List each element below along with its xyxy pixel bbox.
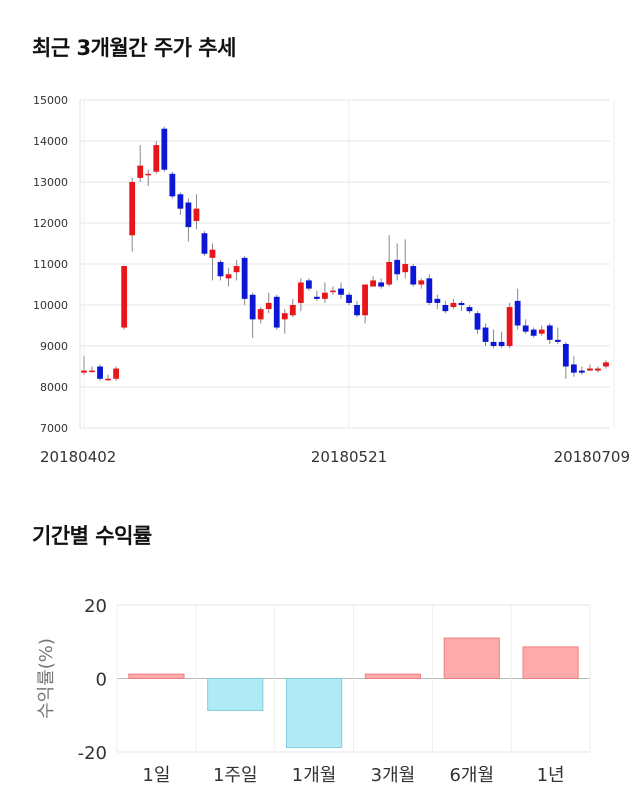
- return-bar: [364, 673, 422, 680]
- candle-body: [603, 362, 609, 367]
- candle-body: [522, 325, 529, 332]
- candle-body: [281, 313, 288, 320]
- candle-body: [506, 307, 513, 346]
- candle-body: [137, 165, 144, 178]
- candle-body: [153, 145, 160, 172]
- return-bar: [522, 646, 579, 680]
- candle-body: [579, 370, 585, 373]
- category-label: 1년: [537, 765, 565, 786]
- candle-body: [394, 259, 401, 275]
- candle-body: [265, 302, 272, 310]
- y-tick-label: 12000: [33, 217, 68, 230]
- candle-body: [121, 266, 128, 328]
- candle-body: [209, 249, 216, 258]
- candle-body: [305, 280, 312, 289]
- candle-body: [113, 368, 120, 379]
- y-tick-label: 20: [84, 596, 107, 617]
- candle-body: [129, 182, 136, 236]
- y-axis-label: 수익률(%): [36, 638, 57, 719]
- candle-body: [330, 290, 336, 293]
- candle-body: [530, 329, 537, 336]
- candle-body: [322, 292, 328, 299]
- category-label: 6개월: [449, 765, 494, 786]
- candle-body: [289, 305, 296, 316]
- candle-body: [145, 173, 152, 176]
- y-tick-label: 0: [96, 670, 107, 691]
- candle-body: [514, 300, 521, 326]
- return-bar: [285, 678, 343, 749]
- candle-body: [89, 370, 95, 373]
- candle-body: [595, 368, 601, 371]
- candle-body: [97, 366, 103, 379]
- candle-body: [410, 266, 417, 285]
- candle-body: [386, 261, 393, 285]
- period-return-title: 기간별 수익률: [32, 524, 152, 548]
- candle-body: [273, 296, 280, 328]
- candle-body: [466, 307, 473, 312]
- candle-body: [490, 341, 497, 346]
- candle-body: [338, 288, 344, 295]
- y-tick-label: 8000: [40, 381, 68, 394]
- return-bar: [443, 637, 500, 680]
- x-tick-label: 20180402: [40, 448, 116, 466]
- candle-body: [442, 305, 449, 312]
- candle-body: [378, 282, 385, 287]
- category-label: 1개월: [292, 765, 337, 786]
- candle-body: [354, 305, 360, 316]
- candle-body: [169, 173, 176, 197]
- x-tick-label: 20180709: [554, 448, 630, 466]
- category-label: 3개월: [371, 765, 416, 786]
- y-tick-label: 14000: [33, 135, 68, 148]
- y-tick-label: 13000: [33, 176, 68, 189]
- candle-body: [177, 194, 184, 209]
- candle-body: [570, 364, 577, 373]
- y-tick-label: 10000: [33, 299, 68, 312]
- candle-body: [434, 298, 441, 303]
- candle-body: [587, 368, 593, 371]
- candle-body: [161, 128, 168, 170]
- candle-body: [185, 202, 192, 228]
- y-tick-label: 15000: [33, 94, 68, 107]
- category-label: 1주일: [213, 765, 258, 786]
- candle-body: [249, 294, 256, 320]
- candle-body: [362, 284, 368, 316]
- category-label: 1일: [142, 765, 170, 786]
- candle-body: [257, 309, 264, 320]
- candle-body: [201, 233, 208, 254]
- candle-body: [193, 208, 200, 221]
- candle-body: [225, 274, 232, 279]
- candle-body: [498, 341, 505, 346]
- candle-body: [482, 327, 489, 342]
- price-trend-chart: 7000 8000 9000 10000 11000 12000 13000 14000 150…: [33, 94, 630, 466]
- candle-body: [562, 343, 569, 367]
- y-tick-label: 9000: [40, 340, 68, 353]
- candle-body: [538, 329, 545, 334]
- y-tick-label: 11000: [33, 258, 68, 271]
- candle-body: [370, 280, 376, 287]
- candle-body: [426, 278, 433, 303]
- candle-body: [346, 294, 352, 303]
- return-bar: [207, 678, 264, 711]
- y-tick-label: 7000: [40, 422, 68, 435]
- candle-body: [217, 261, 224, 277]
- candle-body: [81, 370, 87, 373]
- y-tick-label: -20: [78, 743, 107, 764]
- x-tick-label: 20180521: [311, 448, 387, 466]
- candle-body: [297, 282, 304, 303]
- candle-body: [241, 257, 248, 299]
- candle-body: [546, 325, 553, 340]
- candle-body: [314, 296, 320, 299]
- price-trend-title: 최근 3개월간 주가 추세: [32, 36, 236, 60]
- candle-body: [105, 378, 111, 381]
- candle-body: [402, 264, 409, 273]
- candle-body: [233, 266, 240, 273]
- candle-body: [450, 302, 457, 308]
- candle-body: [554, 339, 561, 342]
- candle-body: [474, 313, 481, 330]
- candle-body: [458, 302, 465, 305]
- candle-body: [418, 280, 425, 285]
- return-bar: [128, 673, 185, 680]
